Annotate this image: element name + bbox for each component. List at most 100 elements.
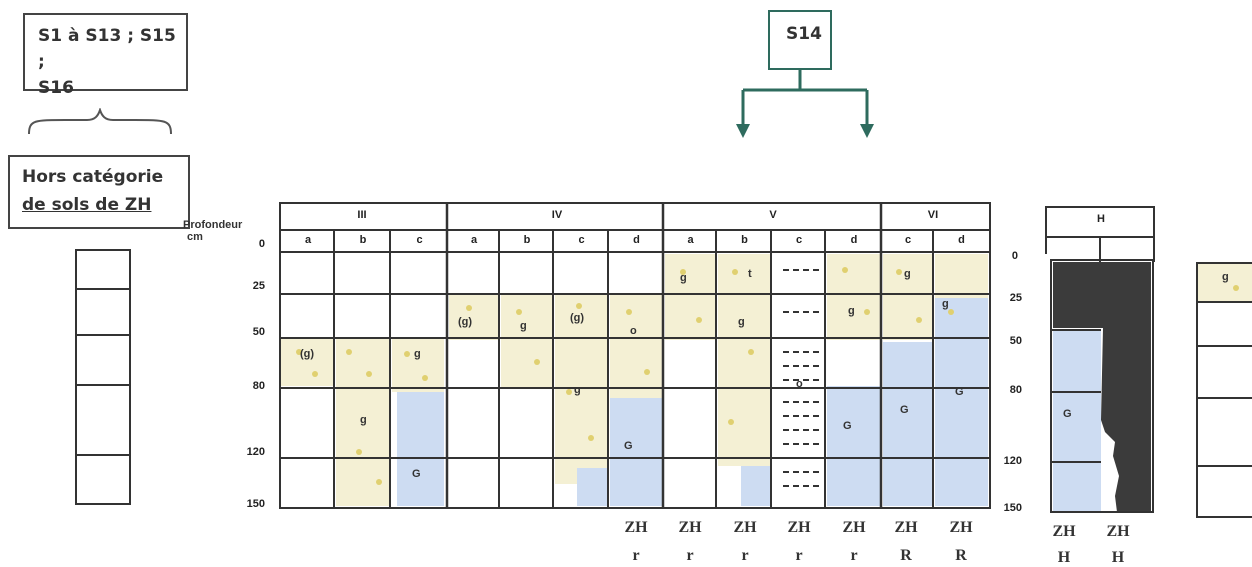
mark-G-IVd: G: [624, 440, 633, 452]
mark-g-Va: g: [680, 272, 687, 284]
subclass-V-d: d: [850, 234, 858, 246]
soil-group-box-s14: S14: [768, 10, 832, 70]
hors-categorie-column: [75, 249, 131, 505]
mark-g-paren-IVc: (g): [570, 312, 585, 324]
zh-top: ZH: [624, 519, 648, 536]
hors-categorie-line-1: Hors catégorie: [22, 167, 164, 187]
h-group-header: H: [1097, 213, 1105, 225]
zh-bottom: H: [1057, 549, 1071, 566]
zh-bottom: R: [955, 547, 967, 564]
subclass-IV-d: d: [633, 234, 640, 246]
mark-g-IVc: g: [574, 384, 581, 396]
s14-arrows: [736, 70, 874, 138]
zh-top: ZH: [787, 519, 811, 536]
zh-label-Vc: ZH r: [781, 520, 817, 564]
mark-g-VIc: g: [904, 268, 911, 280]
zh-top: ZH: [733, 519, 757, 536]
soil-group-line-2: S16: [38, 78, 74, 98]
zh-bottom: r: [850, 547, 858, 564]
group-header-IV: IV: [551, 209, 563, 221]
mark-g-IVb: g: [520, 320, 527, 332]
h-depth-label-120: 120: [1003, 455, 1022, 467]
zh-label-H-2: ZH H: [1100, 524, 1136, 566]
reduct-fills: [397, 298, 988, 506]
zh-bottom: H: [1111, 549, 1125, 566]
subclass-V-a: a: [687, 234, 694, 246]
depth-title-line-1: Profondeur: [183, 219, 243, 231]
arrow-right-head: [860, 124, 874, 138]
depth-label-150: 150: [246, 498, 265, 510]
subclass-IV-c: c: [578, 234, 585, 246]
depth-title: Profondeur cm: [183, 219, 242, 243]
zh-bottom: r: [632, 547, 640, 564]
h-reduct-fill: [1053, 330, 1101, 512]
subclass-III-a: a: [304, 234, 312, 246]
mark-o-Vc: o: [796, 378, 803, 390]
zh-label-Vd: ZH r: [836, 520, 872, 564]
depth-title-line-2: cm: [187, 231, 203, 243]
zh-bottom: r: [741, 547, 749, 564]
zh-bottom: r: [686, 547, 694, 564]
zh-bottom: R: [900, 547, 912, 564]
arrow-left-head: [736, 124, 750, 138]
depth-label-50: 50: [252, 326, 265, 338]
zh-label-Va: ZH r: [672, 520, 708, 564]
mark-g-right: g: [1222, 271, 1229, 283]
mark-G-Vd: G: [843, 420, 852, 432]
zh-label-VId: ZH R: [943, 520, 979, 564]
zh-label-IVd: ZH r: [618, 520, 654, 564]
redox-dots: [296, 267, 954, 485]
soil-group-box-s1-s16: S1 à S13 ; S15 ; S16: [23, 13, 188, 98]
group-header-V: V: [769, 209, 777, 221]
depth-label-80: 80: [252, 380, 265, 392]
depth-label-0: 0: [258, 238, 265, 250]
zh-label-Vb: ZH r: [727, 520, 763, 564]
peat-fill: [1053, 262, 1151, 512]
zh-label-VIc: ZH R: [888, 520, 924, 564]
hors-categorie-box: Hors catégorie de sols de ZH: [8, 155, 190, 229]
zh-top: ZH: [1106, 523, 1130, 540]
mark-o-IVd: o: [630, 325, 637, 337]
h-depth-label-150: 150: [1003, 502, 1022, 514]
mark-g-paren-IVa: (g): [458, 316, 473, 328]
soil-class-grid: [279, 202, 991, 509]
zh-top: ZH: [842, 519, 866, 536]
grid-lines: [279, 202, 991, 509]
h-depth-label-80: 80: [1009, 384, 1022, 396]
zh-top: ZH: [949, 519, 973, 536]
subclass-V-b: b: [741, 234, 748, 246]
mark-G-VId: G: [955, 386, 964, 398]
subclass-III-c: c: [416, 234, 423, 246]
h-class-grid: [1045, 206, 1155, 513]
mark-g-IIIb: g: [360, 414, 367, 426]
mark-g-IIIc: g: [414, 348, 421, 360]
mark-G-VIc: G: [900, 404, 909, 416]
zh-top: ZH: [894, 519, 918, 536]
subclass-IV-b: b: [523, 234, 531, 246]
h-depth-label-0: 0: [1011, 250, 1018, 262]
mark-G-H: G: [1063, 408, 1072, 420]
hors-categorie-line-2: de sols de ZH: [22, 195, 152, 215]
h-depth-label-25: 25: [1009, 292, 1022, 304]
zh-top: ZH: [678, 519, 702, 536]
depth-label-120: 120: [246, 446, 265, 458]
curly-brace: [28, 108, 172, 135]
subclass-VI-d: d: [958, 234, 965, 246]
zh-label-H-1: ZH H: [1046, 524, 1082, 566]
depth-label-25: 25: [252, 280, 265, 292]
right-partial-column: [1196, 262, 1252, 518]
subclass-IV-a: a: [470, 234, 478, 246]
s14-label: S14: [786, 24, 822, 44]
mark-G-IIIc: G: [412, 468, 421, 480]
subclass-VI-c: c: [904, 234, 912, 246]
zh-bottom: r: [795, 547, 803, 564]
mark-g-Vb: g: [738, 316, 745, 328]
mark-g-VId: g: [942, 298, 949, 310]
h-depth-label-50: 50: [1009, 335, 1022, 347]
mark-g-paren-IIIa: (g): [300, 348, 315, 360]
soil-group-line-1: S1 à S13 ; S15 ;: [38, 26, 176, 72]
mark-g-Vd: g: [848, 305, 855, 317]
group-header-III: III: [357, 209, 367, 221]
subclass-V-c: c: [795, 234, 803, 246]
subclass-III-b: b: [359, 234, 367, 246]
